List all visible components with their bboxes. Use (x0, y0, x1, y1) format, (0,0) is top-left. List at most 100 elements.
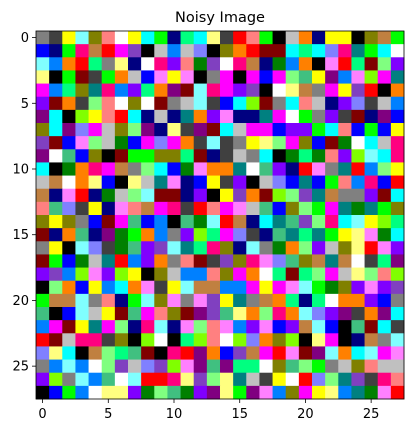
heatmap-cell (312, 215, 326, 229)
heatmap-cell (36, 241, 50, 255)
heatmap-cell (167, 162, 181, 176)
heatmap-cell (167, 333, 181, 347)
heatmap-cell (272, 70, 287, 84)
heatmap-cell (62, 83, 76, 98)
heatmap-cell (49, 293, 63, 308)
heatmap-cell (325, 31, 339, 45)
heatmap-cell (272, 385, 287, 400)
heatmap-cell (128, 70, 142, 84)
heatmap-cell (101, 241, 116, 255)
heatmap-cell (36, 70, 50, 84)
heatmap-cell (312, 241, 326, 255)
heatmap-cell (338, 280, 352, 295)
heatmap-cell (285, 254, 300, 268)
heatmap-image (36, 31, 405, 400)
heatmap-cell (220, 241, 234, 255)
heatmap-cell (167, 267, 181, 282)
heatmap-cell (338, 175, 352, 190)
x-axis-ticks: 0 5 10 15 20 25 (38, 399, 379, 422)
heatmap-cell (193, 267, 208, 282)
heatmap-cell (193, 280, 208, 295)
heatmap-cell (272, 241, 287, 255)
heatmap-cell (180, 346, 195, 360)
heatmap-cell (88, 267, 103, 282)
heatmap-cell (377, 385, 392, 400)
heatmap-cell (285, 188, 300, 203)
heatmap-cell (364, 320, 379, 334)
heatmap-cell (88, 254, 103, 268)
heatmap-cell (101, 31, 116, 45)
heatmap-cell (206, 346, 221, 360)
heatmap-cell (141, 96, 155, 111)
heatmap-cell (285, 175, 300, 190)
heatmap-cell (154, 44, 168, 58)
heatmap-cell (114, 136, 129, 150)
heatmap-cell (62, 293, 76, 308)
heatmap-cell (101, 320, 116, 334)
heatmap-cell (272, 280, 287, 295)
heatmap-cell (101, 83, 116, 98)
heatmap-cell (128, 241, 142, 255)
heatmap-cell (220, 307, 234, 321)
heatmap-cell (114, 359, 129, 374)
heatmap-cell (390, 359, 405, 374)
heatmap-cell (377, 293, 392, 308)
heatmap-cell (390, 280, 405, 295)
heatmap-cell (298, 215, 313, 229)
heatmap-cell (114, 96, 129, 111)
heatmap-cell (233, 280, 247, 295)
heatmap-cell (312, 320, 326, 334)
heatmap-cell (167, 254, 181, 268)
heatmap-cell (285, 162, 300, 176)
heatmap-cell (206, 254, 221, 268)
heatmap-cell (364, 228, 379, 242)
heatmap-cell (377, 215, 392, 229)
heatmap-cell (259, 188, 273, 203)
heatmap-cell (141, 346, 155, 360)
heatmap-cell (62, 215, 76, 229)
heatmap-cell (233, 83, 247, 98)
heatmap-cell (167, 280, 181, 295)
heatmap-cell (180, 149, 195, 163)
heatmap-cell (390, 372, 405, 387)
heatmap-cell (325, 96, 339, 111)
heatmap-cell (206, 162, 221, 176)
heatmap-cell (167, 175, 181, 190)
heatmap-cell (364, 162, 379, 176)
heatmap-cell (390, 333, 405, 347)
heatmap-cell (36, 228, 50, 242)
heatmap-cell (101, 215, 116, 229)
heatmap-cell (141, 293, 155, 308)
heatmap-cell (36, 293, 50, 308)
heatmap-cell (101, 201, 116, 216)
heatmap-cell (233, 372, 247, 387)
heatmap-cell (154, 254, 168, 268)
heatmap-cell (285, 96, 300, 111)
heatmap-cell (114, 215, 129, 229)
heatmap-cell (36, 96, 50, 111)
heatmap-cell (88, 175, 103, 190)
heatmap-cell (325, 359, 339, 374)
heatmap-cell (220, 320, 234, 334)
heatmap-cell (312, 70, 326, 84)
heatmap-cell (325, 136, 339, 150)
heatmap-cell (325, 280, 339, 295)
heatmap-cell (62, 136, 76, 150)
heatmap-cell (206, 83, 221, 98)
heatmap-cell (49, 44, 63, 58)
heatmap-cell (259, 372, 273, 387)
heatmap-cell (298, 307, 313, 321)
heatmap-cell (75, 228, 89, 242)
heatmap-cell (233, 385, 247, 400)
heatmap-cell (193, 333, 208, 347)
heatmap-cell (233, 307, 247, 321)
heatmap-cell (338, 293, 352, 308)
heatmap-cell (206, 215, 221, 229)
heatmap-cell (285, 320, 300, 334)
heatmap-cell (338, 136, 352, 150)
heatmap-cell (246, 280, 260, 295)
heatmap-cell (298, 385, 313, 400)
heatmap-cell (141, 57, 155, 71)
heatmap-cell (272, 215, 287, 229)
heatmap-cell (88, 385, 103, 400)
